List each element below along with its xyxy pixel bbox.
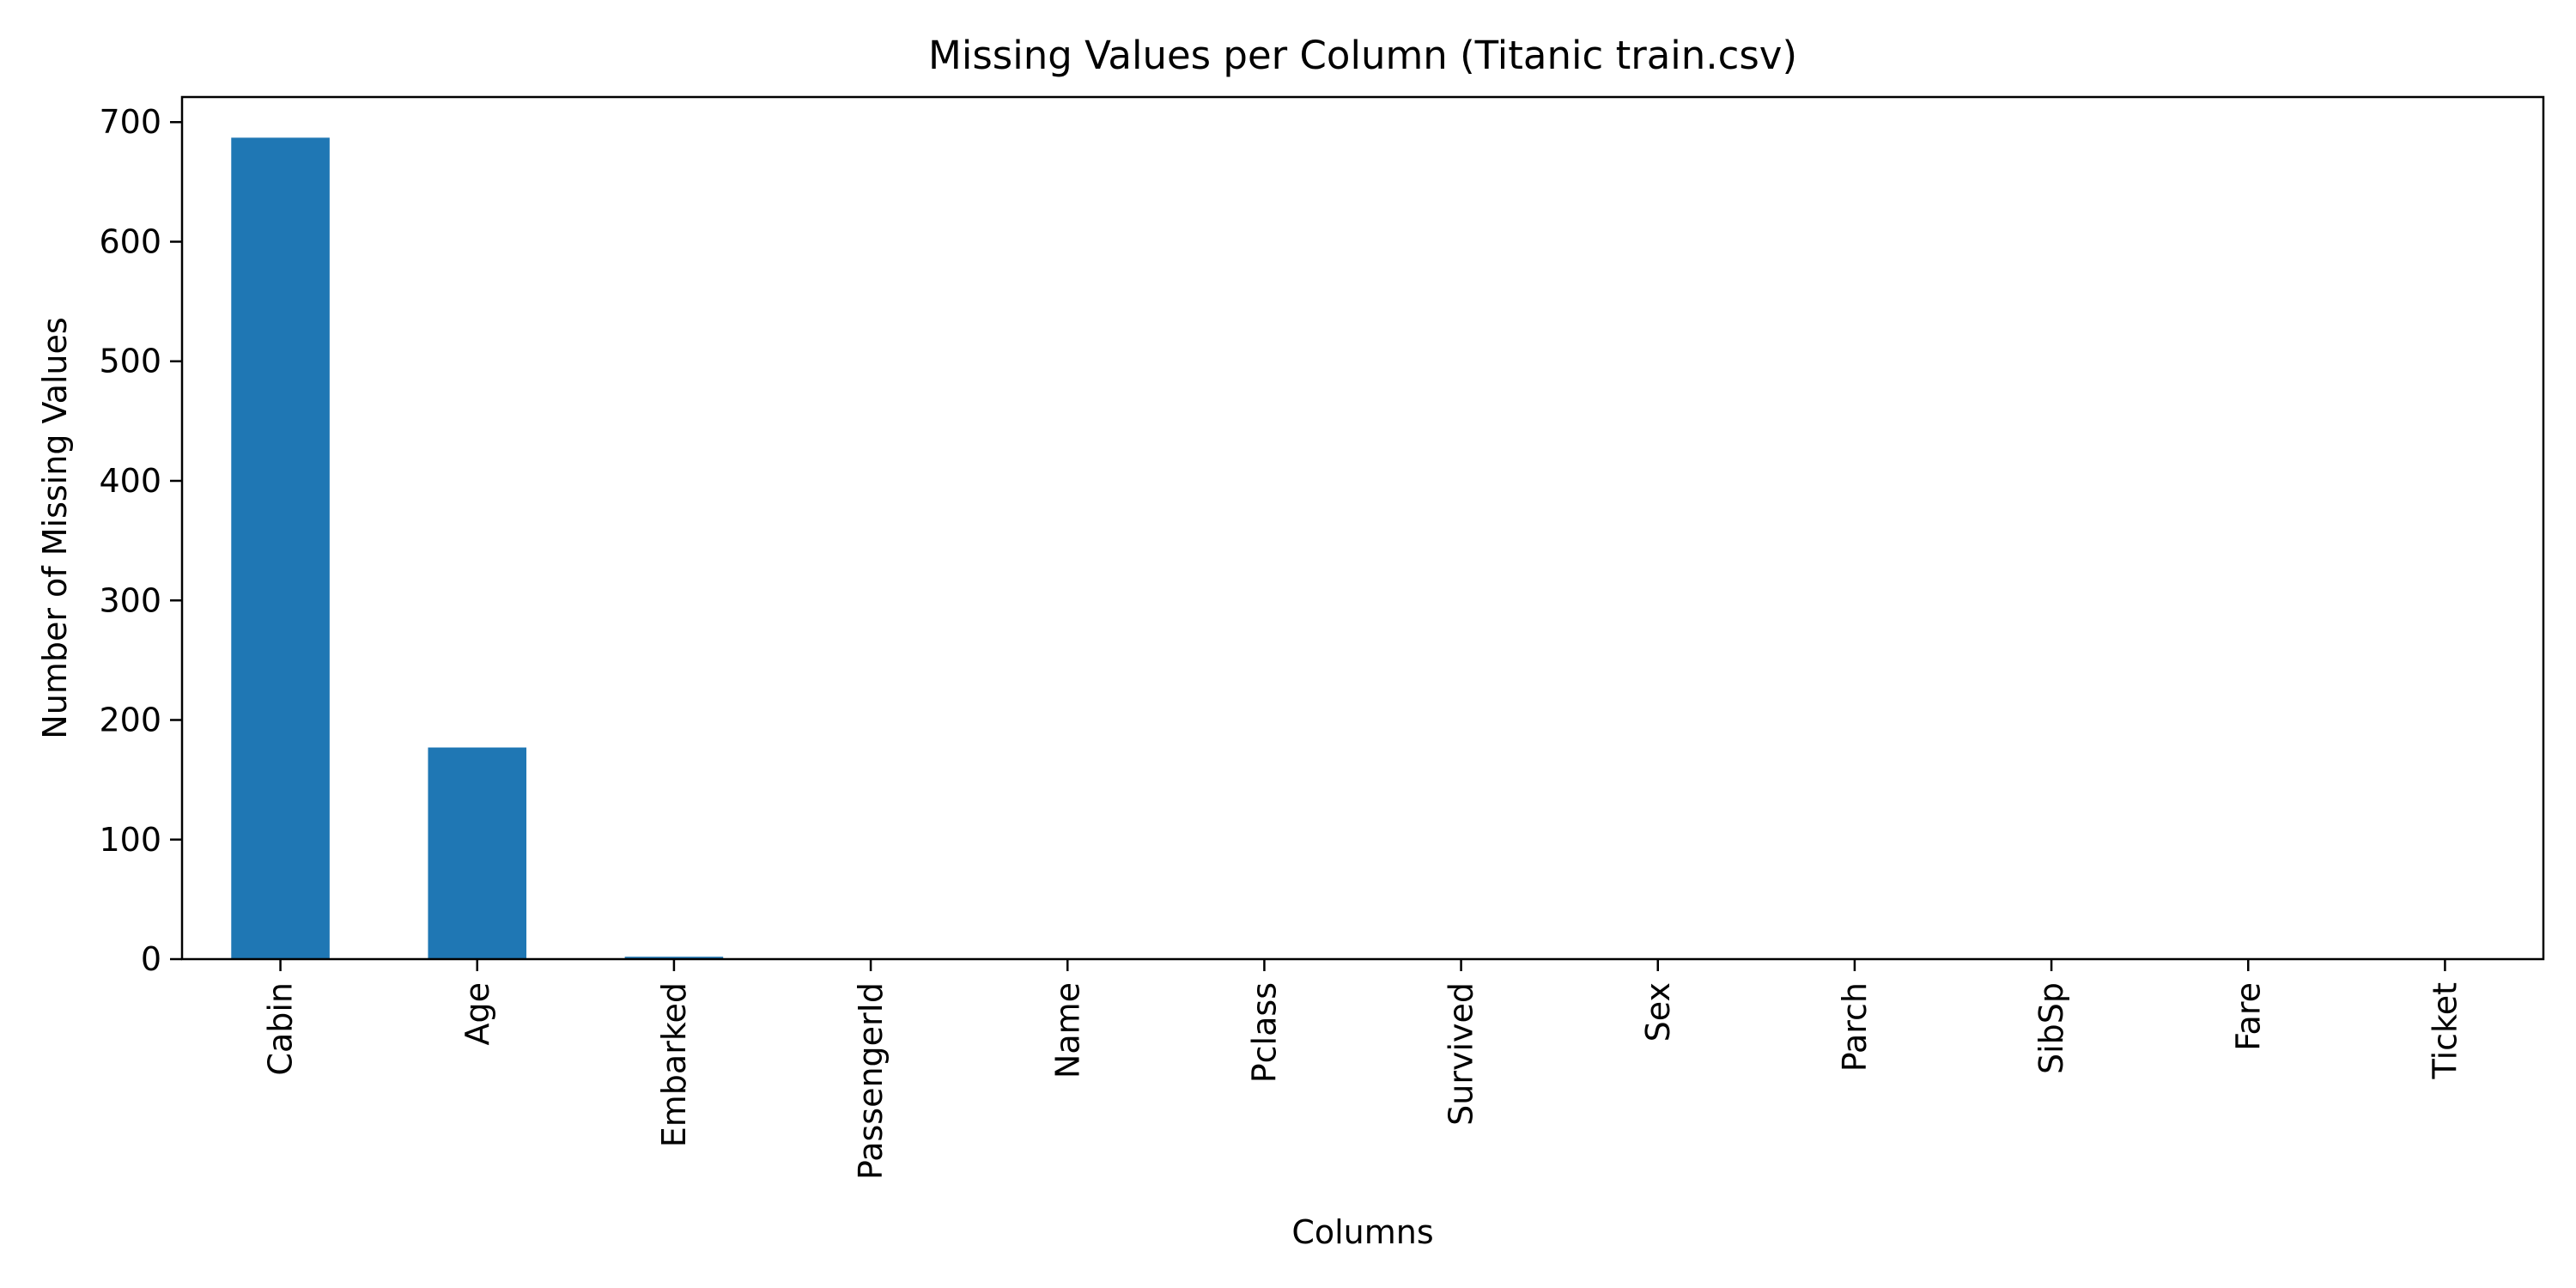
x-tick-label: Survived: [1443, 982, 1480, 1126]
bar-age: [428, 747, 527, 959]
x-axis-label: Columns: [1291, 1213, 1433, 1251]
plot-area-frame: [180, 95, 2545, 961]
x-tick-label: Ticket: [2426, 982, 2464, 1079]
y-tick-label: 200: [99, 702, 161, 739]
x-tick-label: SibSp: [2032, 982, 2070, 1074]
y-axis: 0 100 200 300 400 500 600 700: [99, 103, 182, 978]
y-tick-label: 700: [99, 103, 161, 141]
x-tick-label: Fare: [2229, 982, 2267, 1051]
y-tick-label: 300: [99, 581, 161, 619]
x-tick-label: Pclass: [1245, 982, 1283, 1083]
x-tick-label: Name: [1048, 982, 1086, 1078]
bar-cabin: [231, 137, 330, 960]
y-axis-label: Number of Missing Values: [36, 317, 74, 738]
bars-layer: [231, 137, 724, 960]
x-tick-label: PassengerId: [852, 982, 890, 1180]
chart-title: Missing Values per Column (Titanic train…: [928, 33, 1797, 78]
x-tick-label: Sex: [1639, 982, 1677, 1042]
y-tick-label: 0: [141, 940, 161, 978]
y-tick-label: 500: [99, 343, 161, 380]
y-tick-label: 400: [99, 462, 161, 500]
y-tick-label: 600: [99, 222, 161, 260]
x-tick-label: Parch: [1836, 982, 1874, 1072]
x-axis: Cabin Age Embarked PassengerId Name Pclass Sur…: [262, 959, 2464, 1180]
x-tick-label: Cabin: [262, 982, 300, 1076]
x-tick-label: Embarked: [655, 982, 693, 1147]
x-tick-label: Age: [459, 982, 496, 1046]
bar-embarked: [624, 957, 724, 959]
y-tick-label: 100: [99, 821, 161, 859]
